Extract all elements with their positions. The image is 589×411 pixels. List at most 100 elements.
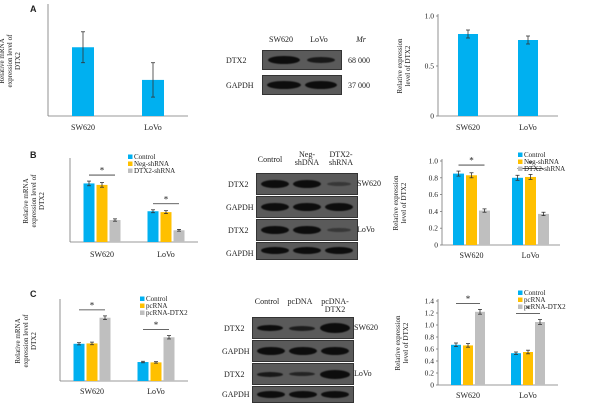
blot-a-lane-label: SW620	[269, 35, 293, 44]
bar	[535, 322, 545, 385]
western-blot-a: SW620 LoVo Mr DTX2 68 000 GAPDH 37 000	[222, 32, 392, 102]
blot-a-mr-header: Mr	[356, 35, 366, 44]
x-tick-label: SW620	[90, 250, 114, 259]
blot-b-row	[256, 219, 358, 241]
blot-band	[325, 203, 353, 211]
y-axis-label: DTX2	[14, 52, 22, 70]
significance-star: *	[528, 159, 533, 169]
blot-band	[293, 180, 321, 188]
legend-entry: Control	[524, 151, 545, 159]
legend-swatch	[128, 168, 133, 173]
y-axis-label: expression level of	[30, 174, 38, 228]
chart-a-protein: 0 0.5 1.0 Relative expression level of DTX2 S…	[396, 12, 558, 132]
y-axis-label: level of DTX2	[400, 182, 408, 223]
significance-star: *	[469, 156, 474, 166]
legend-entry: pcRNA	[524, 296, 545, 304]
blot-b-row	[256, 242, 358, 260]
blot-band	[261, 226, 289, 234]
bar	[109, 220, 121, 242]
significance-star: *	[466, 294, 471, 304]
blot-band	[307, 57, 335, 63]
legend-entry: Neg-shRNA	[524, 158, 559, 166]
blot-b-lane-label: DTX2-shRNA	[328, 150, 353, 167]
blot-c-row	[252, 317, 354, 339]
blot-c-row-label: DTX2	[224, 324, 245, 333]
y-axis-label: expression level of	[6, 34, 14, 88]
bar	[463, 345, 473, 385]
y-axis-label: Relative mRNA	[22, 178, 30, 223]
blot-c-row	[252, 340, 354, 362]
blot-a-mr-value: 68 000	[348, 56, 370, 65]
blot-c-row	[252, 386, 354, 403]
blot-a-row-gapdh	[262, 75, 342, 95]
legend-swatch	[518, 152, 523, 157]
bar	[523, 352, 533, 385]
blot-band	[257, 347, 285, 355]
blot-band	[293, 203, 321, 211]
blot-a-mr-value: 37 000	[348, 81, 370, 90]
blot-b-lane-label: Control	[257, 155, 283, 164]
significance-star: *	[100, 166, 105, 176]
chart-c-protein: 0 0.2 0.4 0.6 0.8 1.0 1.2 1.4 Relative expressio…	[394, 289, 566, 400]
blot-band	[257, 372, 283, 377]
blot-b-row-label: GAPDH	[226, 203, 254, 212]
blot-a-row-label: DTX2	[226, 56, 247, 65]
legend-swatch	[518, 297, 523, 302]
chart-b-protein: 0 0.2 0.4 0.6 0.8 1.0 Relative expression level…	[392, 151, 565, 260]
blot-band	[267, 81, 301, 89]
bar	[466, 175, 477, 245]
significance-star: *	[526, 304, 531, 314]
blot-band	[325, 247, 353, 254]
blot-band	[289, 391, 317, 398]
blot-b-row	[256, 173, 358, 195]
y-tick-label: 0.8	[429, 173, 439, 182]
blot-band	[327, 228, 351, 232]
blot-b-row-label: GAPDH	[226, 249, 254, 258]
western-blot-b: Control Neg-shDNA DTX2-shRNA DTX2 SW620 …	[222, 150, 392, 260]
legend-swatch	[140, 296, 145, 301]
legend-entry: Neg-shRNA	[134, 160, 169, 168]
blot-c-cell-label: LoVo	[354, 369, 372, 378]
bar	[83, 183, 95, 242]
y-tick-label: 0.8	[425, 333, 435, 342]
y-tick-label: 1.4	[425, 297, 435, 306]
blot-band	[289, 326, 315, 331]
bar	[512, 177, 523, 245]
bar	[511, 353, 521, 385]
x-tick-label: SW620	[80, 387, 104, 396]
blot-band	[257, 325, 283, 331]
blot-band	[320, 323, 350, 333]
y-axis-label: DTX2	[30, 332, 38, 350]
bar	[458, 34, 478, 116]
blot-band	[321, 347, 349, 355]
y-axis-label: Relative expression	[396, 38, 404, 94]
y-tick-label: 1.0	[425, 321, 435, 330]
blot-c-cell-label: SW620	[354, 323, 378, 332]
chart-c-mrna: Relative mRNA expression level of DTX2 * SW6…	[14, 295, 188, 396]
chart-b-mrna: Relative mRNA expression level of DTX2 * SW6…	[22, 153, 198, 259]
blot-band	[261, 247, 289, 254]
legend-entry: DTX2-shRNA	[134, 167, 175, 175]
y-axis-label: Relative expression	[392, 175, 400, 231]
bar	[99, 317, 111, 381]
bar	[147, 211, 159, 242]
blot-a-lane-label: LoVo	[310, 35, 328, 44]
blot-band	[257, 391, 285, 398]
blot-band	[261, 203, 289, 211]
blot-b-lane-label: Neg-shDNA	[294, 150, 320, 167]
blot-b-row	[256, 196, 358, 218]
x-tick-label: SW620	[456, 391, 480, 400]
y-axis-label: level of DTX2	[402, 322, 410, 363]
x-tick-label: LoVo	[157, 250, 175, 259]
bar	[160, 212, 172, 242]
panel-letter-c: C	[30, 289, 37, 299]
legend-entry: Control	[146, 295, 167, 303]
legend-entry: pcRNA	[146, 302, 167, 310]
blot-band	[289, 372, 315, 376]
legend-swatch	[518, 166, 523, 171]
x-tick-label: LoVo	[519, 391, 537, 400]
blot-c-row	[252, 363, 354, 385]
blot-c-row-label: GAPDH	[222, 347, 250, 356]
bar	[173, 230, 185, 242]
bar	[137, 362, 149, 381]
